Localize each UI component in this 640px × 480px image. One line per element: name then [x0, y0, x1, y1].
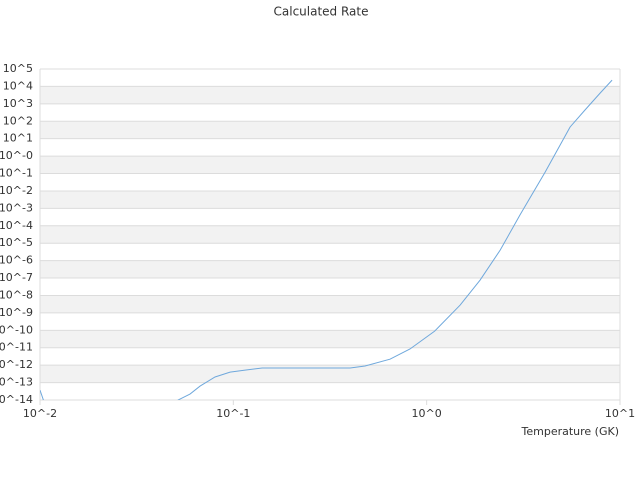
- y-tick-label: 10^-1: [0, 167, 33, 180]
- y-tick-label: 10^-14: [0, 393, 33, 406]
- y-tick-label: 10^5: [3, 62, 33, 75]
- grid-band: [40, 121, 620, 139]
- grid-band: [40, 190, 620, 209]
- y-tick-label: 10^-9: [0, 306, 33, 319]
- y-tick-label: 10^3: [3, 97, 33, 110]
- y-tick-label: 10^-12: [0, 358, 33, 371]
- y-tick-label: 10^4: [3, 79, 33, 92]
- grid-band: [40, 156, 620, 174]
- y-tick-label: 10^2: [3, 114, 33, 127]
- x-axis-label: Temperature (GK): [521, 425, 620, 438]
- y-tick-label: 10^-4: [0, 219, 33, 232]
- x-tick-label: 10^0: [412, 407, 442, 420]
- y-tick-label: 10^-3: [0, 201, 33, 214]
- x-tick-label: 10^-2: [23, 407, 57, 420]
- x-tick-label: 10^-1: [216, 407, 250, 420]
- y-tick-label: 10^-7: [0, 271, 33, 284]
- chart-title: Calculated Rate: [274, 5, 369, 19]
- y-tick-label: 10^-13: [0, 376, 33, 389]
- y-tick-label: 10^-0: [0, 149, 33, 162]
- y-tick-label: 10^-8: [0, 288, 33, 301]
- grid-band: [40, 260, 620, 279]
- y-tick-label: 10^-11: [0, 341, 33, 354]
- y-tick-label: 10^-6: [0, 254, 33, 267]
- x-tick-label: 10^1: [605, 407, 635, 420]
- grid-band: [40, 295, 620, 313]
- data-line: [40, 79, 613, 400]
- y-tick-label: 10^-10: [0, 323, 33, 336]
- grid-band: [40, 225, 620, 244]
- y-tick-label: 10^1: [3, 132, 33, 145]
- y-tick-label: 10^-5: [0, 236, 33, 249]
- grid-band: [40, 86, 620, 104]
- grid-band: [40, 365, 620, 383]
- grid-band: [40, 330, 620, 348]
- y-tick-label: 10^-2: [0, 184, 33, 197]
